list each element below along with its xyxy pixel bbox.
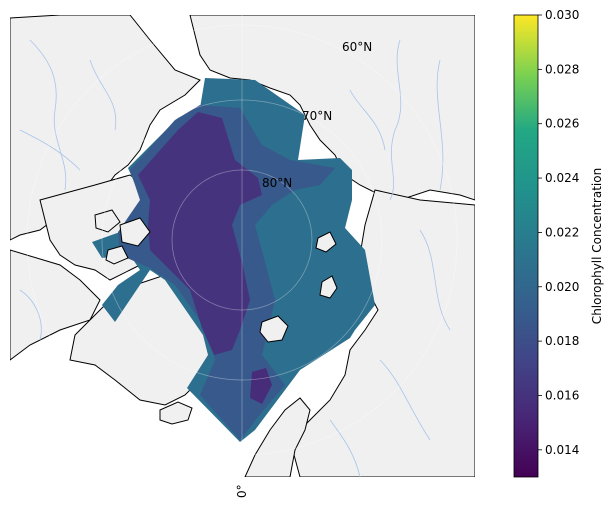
river <box>436 59 444 191</box>
colorbar-tick-label: 0.028 <box>545 62 579 76</box>
franz-josef-island <box>315 231 337 253</box>
scandinavia <box>244 397 311 477</box>
river <box>349 89 386 151</box>
lat-label-60: 60°N <box>342 40 372 54</box>
latitude-ring-70 <box>101 99 383 381</box>
eurasia-north <box>189 15 475 201</box>
colorbar-tick-label: 0.030 <box>545 8 579 22</box>
field-level-3 <box>250 368 272 404</box>
lon-label-0: 0° <box>235 484 249 498</box>
rivers <box>19 39 451 477</box>
river <box>89 59 117 131</box>
archipelago-island <box>119 217 151 247</box>
lat-label-80: 80°N <box>262 176 292 190</box>
river <box>389 39 402 201</box>
colorbar-tick-label: 0.018 <box>545 334 579 348</box>
colorbar-label: Chlorophyll Concentration <box>590 168 604 324</box>
colorbar-tick-label: 0.024 <box>545 171 579 185</box>
islands-over-field <box>94 209 338 343</box>
iceland <box>159 401 193 425</box>
colorbar-tick-label: 0.026 <box>545 117 579 131</box>
colorbar-ticks: 0.014 0.016 0.018 0.020 0.022 0.024 0.026 0.028… <box>538 8 579 457</box>
river <box>19 129 81 171</box>
river <box>419 229 451 331</box>
colorbar-tick-label: 0.016 <box>545 388 579 402</box>
colorbar-gradient <box>513 14 539 478</box>
field-level-2 <box>138 112 262 355</box>
latitude-ring-80 <box>171 169 313 311</box>
north-america-landmass <box>10 15 201 241</box>
archipelago-island <box>105 245 129 265</box>
river <box>329 419 361 477</box>
chlorophyll-field <box>92 78 375 442</box>
river <box>379 359 431 441</box>
lat-label-70: 70°N <box>302 109 332 123</box>
archipelago-island <box>94 209 121 233</box>
colorbar-tick-label: 0.022 <box>545 225 579 239</box>
river <box>29 39 67 191</box>
novaya-zemlya-island <box>319 275 338 299</box>
river <box>19 289 42 341</box>
colorbar: 0.014 0.016 0.018 0.020 0.022 0.024 0.026 0.028… <box>513 8 604 478</box>
latitude-ring-60 <box>26 24 458 456</box>
map-panel <box>10 15 475 477</box>
colorbar-tick-label: 0.020 <box>545 280 579 294</box>
graticule <box>26 15 458 477</box>
svalbard-island <box>259 315 289 343</box>
colorbar-tick-label: 0.014 <box>545 443 579 457</box>
